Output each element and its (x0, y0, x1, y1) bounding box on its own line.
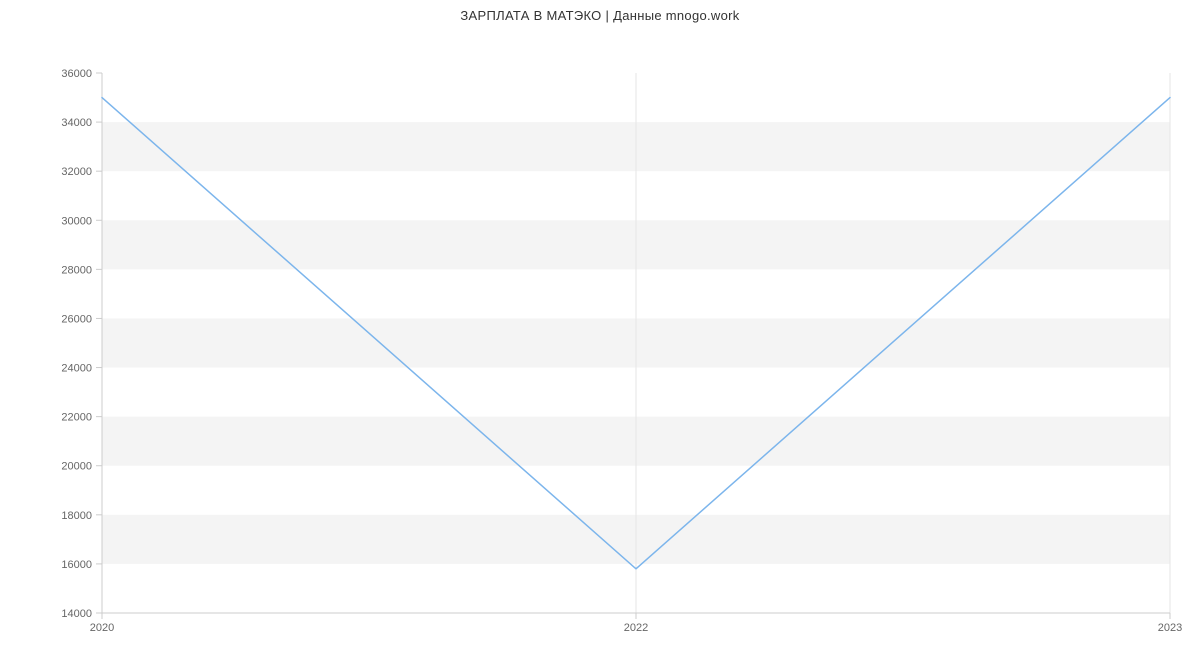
chart-title: ЗАРПЛАТА В МАТЭКО | Данные mnogo.work (0, 0, 1200, 23)
x-tick-label: 2022 (624, 622, 648, 634)
y-tick-label: 32000 (61, 166, 92, 178)
y-tick-label: 36000 (61, 68, 92, 80)
y-tick-label: 14000 (61, 608, 92, 620)
y-tick-label: 26000 (61, 313, 92, 325)
chart-svg: 14000 16000 18000 20000 22000 24000 26000 28000… (0, 23, 1200, 643)
y-tick-label: 16000 (61, 559, 92, 571)
x-tick-label: 2020 (90, 622, 114, 634)
y-tick-label: 28000 (61, 264, 92, 276)
y-tick-label: 24000 (61, 363, 92, 375)
y-tick-label: 22000 (61, 412, 92, 424)
chart-area: 14000 16000 18000 20000 22000 24000 26000 28000… (0, 23, 1200, 643)
y-tick-label: 30000 (61, 215, 92, 227)
y-tick-label: 20000 (61, 461, 92, 473)
y-tick-label: 34000 (61, 117, 92, 129)
y-tick-label: 18000 (61, 510, 92, 522)
x-tick-label: 2023 (1158, 622, 1182, 634)
